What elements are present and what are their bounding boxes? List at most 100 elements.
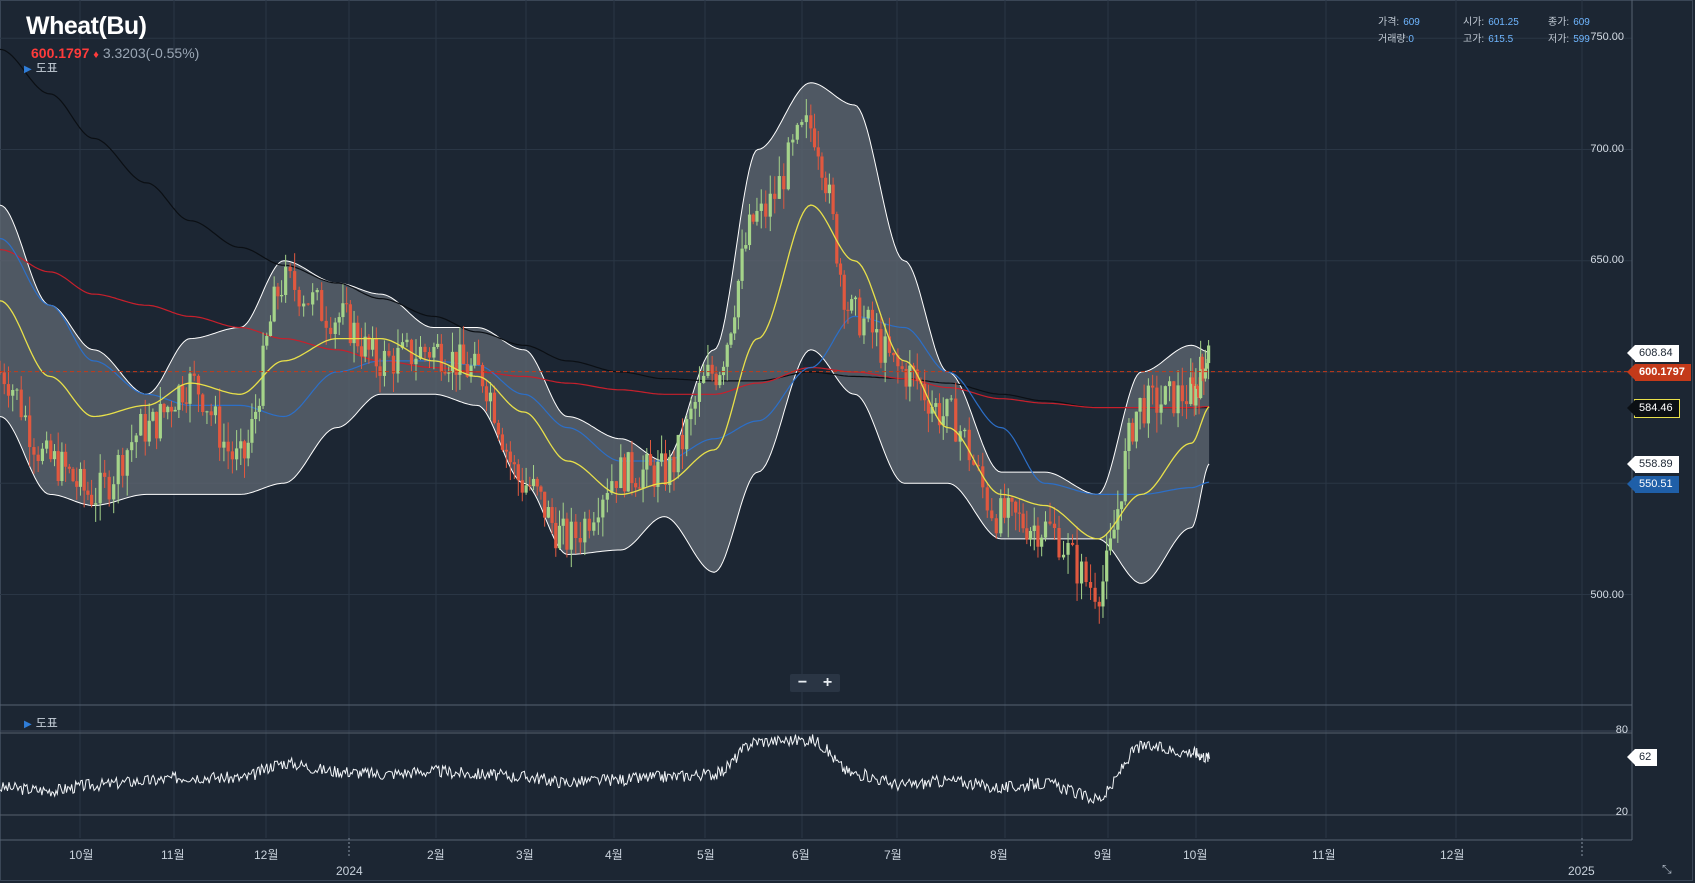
- candle-body: [492, 392, 497, 423]
- candle-body: [268, 321, 273, 337]
- band-lower-tag: 558.89: [1627, 456, 1679, 473]
- y-tick-500: 500.00: [1590, 589, 1624, 601]
- candle-body: [284, 266, 288, 295]
- candle-body: [387, 350, 391, 356]
- candle-body: [1002, 498, 1007, 518]
- x-label-aug: 8월: [990, 848, 1008, 862]
- candle-body: [192, 373, 196, 376]
- candle-body: [447, 372, 451, 374]
- collapse-icon[interactable]: ⤡: [1662, 862, 1672, 876]
- candle-body: [967, 429, 971, 461]
- candle-body: [812, 128, 817, 148]
- candle-body: [6, 384, 11, 396]
- candle-body: [436, 343, 440, 347]
- candle-body: [32, 447, 36, 455]
- candle-body: [1010, 497, 1014, 502]
- candle-body: [557, 525, 562, 549]
- candle-body: [883, 336, 887, 363]
- candle-body: [725, 344, 729, 367]
- candle-body: [125, 450, 129, 476]
- candle-body: [614, 481, 618, 489]
- candle-body: [196, 375, 201, 395]
- candle-body: [543, 491, 547, 518]
- candle-body: [235, 448, 239, 460]
- candle-body: [169, 406, 174, 412]
- main-chart-toggle[interactable]: ▶ 도표: [24, 59, 58, 76]
- candle-body: [348, 304, 352, 344]
- y-tick-750: 750.00: [1590, 31, 1624, 43]
- candle-body: [680, 434, 685, 450]
- candle-body: [1101, 581, 1105, 607]
- candle-body: [934, 403, 938, 407]
- candle-body: [524, 485, 528, 493]
- zoom-controls: − +: [790, 674, 840, 692]
- candle-body: [1151, 385, 1155, 388]
- candle-body: [622, 457, 627, 492]
- candle-body: [1097, 601, 1101, 607]
- candle-body: [985, 487, 989, 511]
- x-label-jul: 7월: [884, 848, 902, 862]
- indicator-toggle[interactable]: ▶ 도표: [24, 714, 58, 731]
- price-value: 609: [1403, 17, 1420, 28]
- candle-body: [78, 468, 83, 487]
- candle-body: [1043, 521, 1048, 538]
- candle-body: [107, 476, 111, 500]
- candle-body: [480, 365, 485, 387]
- candle-body: [773, 193, 777, 199]
- candle-body: [246, 442, 250, 459]
- candle-body: [601, 499, 605, 518]
- candle-body: [500, 434, 504, 450]
- candle-body: [945, 399, 949, 417]
- osc-tick-20: 20: [1615, 806, 1628, 818]
- candle-body: [130, 442, 134, 451]
- candle-body: [866, 309, 870, 319]
- candle-body: [0, 372, 2, 373]
- candle-body: [1127, 422, 1131, 452]
- candle-body: [520, 480, 524, 493]
- candle-body: [1195, 385, 1200, 389]
- candle-body: [254, 411, 258, 420]
- candle-body: [990, 510, 994, 519]
- candle-body: [1032, 525, 1036, 531]
- candle-body: [23, 415, 28, 418]
- candle-body: [1189, 377, 1193, 405]
- candle-body: [288, 266, 292, 272]
- candle-body: [1163, 386, 1167, 405]
- candle-body: [587, 518, 591, 531]
- candle-body: [94, 503, 98, 505]
- candle-body: [324, 320, 328, 328]
- candle-body: [768, 193, 772, 217]
- y-tick-650: 650.00: [1590, 254, 1624, 266]
- candle-body: [862, 318, 866, 336]
- ma-mid-tag: 550.51: [1627, 476, 1679, 493]
- candle-body: [641, 469, 645, 489]
- zoom-out-button[interactable]: −: [797, 674, 808, 691]
- candle-body: [56, 451, 60, 481]
- candle-body: [592, 522, 596, 531]
- candle-body: [60, 451, 64, 481]
- candle-body: [755, 210, 759, 222]
- candle-body: [158, 403, 162, 439]
- candle-body: [173, 409, 177, 412]
- candle-body: [139, 414, 143, 436]
- candle-body: [1084, 561, 1088, 583]
- candle-body: [824, 177, 828, 194]
- candle-body: [516, 464, 520, 481]
- candle-body: [561, 518, 565, 526]
- candle-body: [414, 358, 418, 365]
- zoom-in-button[interactable]: +: [822, 674, 833, 691]
- candle-body: [999, 498, 1003, 534]
- candle-body: [850, 299, 854, 311]
- candle-body: [733, 317, 737, 334]
- x-label-2025: 2025: [1568, 864, 1595, 878]
- candle-body: [744, 245, 748, 249]
- candle-body: [337, 317, 341, 323]
- candle-body: [1052, 523, 1057, 529]
- candle-body: [1159, 404, 1163, 413]
- candle-body: [795, 124, 799, 140]
- x-label-oct-2024: 10월: [1183, 848, 1208, 862]
- candle-body: [28, 415, 32, 448]
- candle-body: [418, 346, 423, 359]
- candle-body: [689, 408, 693, 420]
